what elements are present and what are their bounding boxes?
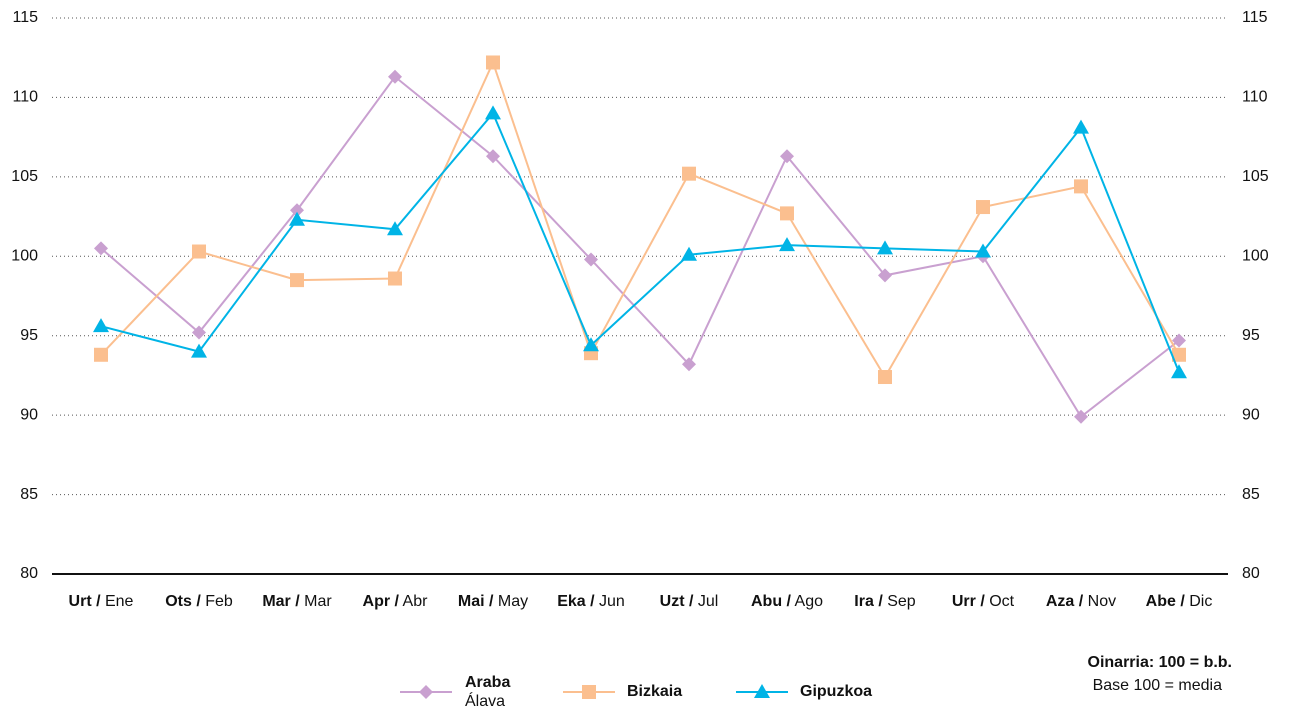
marker xyxy=(1171,364,1187,379)
x-tick-label-es: Jun xyxy=(599,593,625,610)
marker xyxy=(486,149,500,164)
marker xyxy=(94,241,108,256)
x-tick-label-es: Oct xyxy=(989,593,1014,610)
marker xyxy=(780,206,794,221)
x-tick-label-es: Ago xyxy=(795,593,824,610)
marker xyxy=(1172,347,1186,362)
legend-marker xyxy=(582,685,596,699)
marker xyxy=(93,318,109,333)
x-tick-label: Abe / Dic xyxy=(1146,593,1213,610)
x-tick-label: Ira / Sep xyxy=(854,593,915,610)
marker xyxy=(486,55,500,70)
x-tick-label-es: Feb xyxy=(205,593,233,610)
x-tick-label-eu: Ots / xyxy=(165,593,201,610)
y2-tick-label: 105 xyxy=(1242,168,1269,185)
x-tick-label-es: Jul xyxy=(698,593,718,610)
marker xyxy=(290,203,304,218)
marker xyxy=(289,211,305,226)
marker xyxy=(584,252,598,267)
x-tick-label-eu: Urt / xyxy=(69,593,102,610)
x-tick-label: Uzt / Jul xyxy=(660,593,719,610)
y2-tick-label: 90 xyxy=(1242,406,1260,423)
x-tick-label: Ots / Feb xyxy=(165,593,233,610)
x-tick-label-eu: Mar / xyxy=(262,593,300,610)
legend-label: Araba xyxy=(465,674,510,691)
y-tick-label: 110 xyxy=(12,89,38,106)
y-tick-label: 80 xyxy=(20,565,38,582)
marker xyxy=(485,105,501,120)
marker xyxy=(388,69,402,84)
marker xyxy=(583,337,599,352)
x-tick-label-eu: Mai / xyxy=(458,593,494,610)
legend-label: Gipuzkoa xyxy=(800,683,872,700)
x-tick-label-eu: Apr / xyxy=(363,593,400,610)
series-line xyxy=(100,75,1180,419)
y-tick-label: 90 xyxy=(20,406,38,423)
marker xyxy=(192,325,206,340)
x-tick-label-eu: Aza / xyxy=(1046,593,1084,610)
marker xyxy=(1172,333,1186,348)
x-tick-label-eu: Abe / xyxy=(1146,593,1186,610)
marker xyxy=(682,357,696,372)
x-tick-label-eu: Ira / xyxy=(854,593,883,610)
x-tick-label-eu: Eka / xyxy=(557,593,595,610)
y-tick-label: 85 xyxy=(20,486,38,503)
y-tick-label: 105 xyxy=(11,168,38,185)
y2-tick-label: 100 xyxy=(1242,248,1269,265)
y2-tick-label: 110 xyxy=(1242,89,1268,106)
x-tick-label-eu: Urr / xyxy=(952,593,985,610)
x-tick-label: Eka / Jun xyxy=(557,593,625,610)
marker xyxy=(1074,409,1088,424)
x-tick-label: Urt / Ene xyxy=(69,593,134,610)
marker xyxy=(878,268,892,283)
x-tick-label-eu: Abu / xyxy=(751,593,792,610)
y2-tick-label: 95 xyxy=(1242,327,1260,344)
marker xyxy=(780,149,794,164)
y2-tick-label: 85 xyxy=(1242,486,1260,503)
note-eu: Oinarria: 100 = b.b. xyxy=(1088,654,1233,671)
marker xyxy=(290,273,304,288)
y-tick-label: 100 xyxy=(11,248,38,265)
y-tick-label: 95 xyxy=(20,327,38,344)
marker xyxy=(1074,179,1088,194)
x-tick-label-es: Abr xyxy=(403,593,429,610)
x-tick-label: Mai / May xyxy=(458,593,528,610)
marker xyxy=(681,246,697,261)
x-tick-label-es: Sep xyxy=(887,593,916,610)
x-tick-label: Apr / Abr xyxy=(363,593,429,610)
legend-sublabel: Álava xyxy=(465,691,505,710)
note-es: Base 100 = media xyxy=(1093,677,1223,694)
x-tick-label: Urr / Oct xyxy=(952,593,1015,610)
marker xyxy=(878,370,892,385)
x-tick-label: Mar / Mar xyxy=(262,593,332,610)
legend-label: Bizkaia xyxy=(627,683,682,700)
series-line xyxy=(100,111,1180,373)
x-tick-label-es: Dic xyxy=(1189,593,1212,610)
legend-marker xyxy=(754,684,770,698)
y2-tick-label: 80 xyxy=(1242,565,1260,582)
marker xyxy=(877,240,893,255)
x-tick-label-es: May xyxy=(498,593,528,610)
marker xyxy=(388,271,402,286)
x-tick-label: Abu / Ago xyxy=(751,593,823,610)
marker xyxy=(682,166,696,181)
x-tick-label-es: Ene xyxy=(105,593,134,610)
x-tick-label: Aza / Nov xyxy=(1046,593,1116,610)
series-line xyxy=(100,59,1180,379)
marker xyxy=(976,200,990,215)
marker xyxy=(975,243,991,258)
marker xyxy=(192,244,206,259)
y2-tick-label: 115 xyxy=(1242,9,1268,26)
x-tick-label-es: Mar xyxy=(304,593,332,610)
x-tick-label-eu: Uzt / xyxy=(660,593,694,610)
y-tick-label: 115 xyxy=(12,9,38,26)
marker xyxy=(191,343,207,358)
marker xyxy=(1073,119,1089,134)
marker xyxy=(779,237,795,252)
marker xyxy=(94,347,108,362)
legend-marker xyxy=(419,685,433,699)
marker xyxy=(387,221,403,236)
x-tick-label-es: Nov xyxy=(1088,593,1116,610)
